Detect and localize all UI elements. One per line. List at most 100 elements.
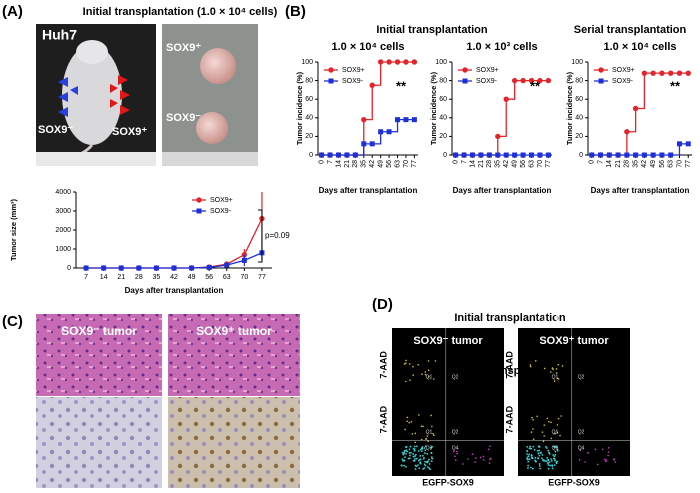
cell-dot	[426, 461, 429, 464]
marker	[319, 152, 325, 158]
axis-label: 7-AAD	[504, 351, 514, 379]
photo-label: Huh7	[42, 27, 77, 43]
axis-label: EGFP-SOX9	[548, 477, 600, 487]
cell-dot	[527, 464, 530, 467]
quadrant-label: Q1	[426, 430, 433, 436]
cell-dot	[537, 445, 540, 448]
marker	[545, 77, 552, 84]
cell-dot	[421, 373, 423, 375]
cell-dot	[431, 457, 434, 460]
cell-dot	[607, 454, 609, 457]
cell-dot	[531, 457, 534, 460]
cell-dot	[541, 431, 544, 433]
cell-dot	[414, 455, 416, 457]
x-tick-label: 14	[335, 160, 342, 168]
marker	[650, 70, 656, 76]
x-tick-label: 14	[606, 160, 613, 168]
cell-dot	[546, 417, 549, 420]
cell-dot	[529, 365, 532, 368]
legend-label: SOX9+	[210, 197, 233, 204]
cell-dot	[601, 448, 604, 451]
x-tick-label: 28	[352, 160, 359, 168]
x-axis-label: Days after transplantation	[125, 286, 224, 295]
cell-dot	[594, 448, 597, 451]
marker	[676, 141, 682, 147]
cell-dot	[547, 449, 550, 452]
cell-dot	[490, 457, 492, 460]
quadrant-label: Q2	[578, 430, 585, 436]
cell-dot	[424, 449, 427, 452]
cell-dot	[426, 466, 429, 468]
axis-label: EGFP-SOX9	[422, 477, 474, 487]
legend-marker	[196, 197, 202, 203]
cell-dot	[420, 425, 423, 428]
cell-dot	[542, 440, 545, 443]
cell-dot	[531, 467, 534, 470]
cell-dot	[417, 464, 419, 467]
cell-dot	[559, 434, 561, 437]
marker	[327, 152, 333, 158]
x-tick-label: 7	[597, 160, 604, 164]
legend-marker	[328, 78, 334, 84]
cell-dot	[427, 440, 429, 443]
cell-dot	[607, 451, 610, 453]
quadrant-label: Q3	[426, 446, 433, 452]
cell-dot	[424, 373, 427, 376]
cell-dot	[415, 457, 418, 460]
marker	[403, 117, 409, 123]
x-tick-label: 56	[520, 160, 527, 168]
cell-dot	[405, 359, 407, 362]
cell-dot	[540, 457, 543, 460]
y-tick-label: 100	[571, 59, 583, 66]
cell-dot	[534, 456, 537, 459]
cell-dot	[474, 461, 476, 463]
quadrant-label: Q2	[452, 374, 459, 380]
cell-dot	[414, 457, 416, 460]
legend-marker	[598, 78, 604, 84]
y-axis-label: Tumor incidence (%)	[429, 71, 438, 145]
marker	[495, 133, 501, 140]
cell-dot	[406, 420, 409, 422]
cell-dot	[548, 453, 551, 455]
he-image	[168, 314, 300, 396]
marker	[369, 82, 375, 88]
marker	[335, 152, 341, 158]
marker	[361, 116, 367, 123]
cell-dot	[539, 467, 541, 470]
marker	[545, 152, 551, 158]
cell-dot	[529, 445, 532, 448]
marker	[641, 70, 648, 76]
quadrant-label: Q2	[452, 430, 459, 436]
cell-dot	[417, 450, 420, 452]
cell-dot	[556, 424, 559, 426]
quadrant-label: Q1	[552, 430, 559, 436]
chart-title: 1.0 × 10³ cells	[466, 41, 537, 53]
x-tick-label: 21	[117, 274, 125, 281]
cell-dot	[403, 363, 406, 365]
y-tick-label: 20	[439, 133, 447, 140]
marker	[478, 152, 484, 158]
cell-dot	[529, 364, 532, 366]
photo-label: SOX9⁺	[166, 42, 201, 54]
cell-dot	[415, 445, 418, 448]
axis-label: 7-AAD	[378, 405, 388, 433]
marker	[469, 152, 475, 158]
cell-dot	[555, 368, 558, 370]
cell-dot	[551, 467, 554, 470]
cell-dot	[403, 464, 405, 467]
cell-dot	[413, 445, 416, 448]
cell-dot	[405, 465, 407, 468]
annotation: **	[670, 78, 681, 93]
x-tick-label: 49	[377, 160, 384, 168]
cell-dot	[429, 446, 432, 449]
cell-dot	[557, 417, 560, 420]
cell-dot	[537, 457, 539, 459]
cell-dot	[556, 449, 559, 452]
marker	[224, 262, 230, 268]
cell-dot	[543, 367, 546, 370]
y-tick-label: 4000	[55, 189, 71, 196]
cell-dot	[414, 464, 417, 467]
photo-label: SOX9⁻	[38, 124, 73, 136]
x-tick-label: 0	[318, 160, 325, 164]
